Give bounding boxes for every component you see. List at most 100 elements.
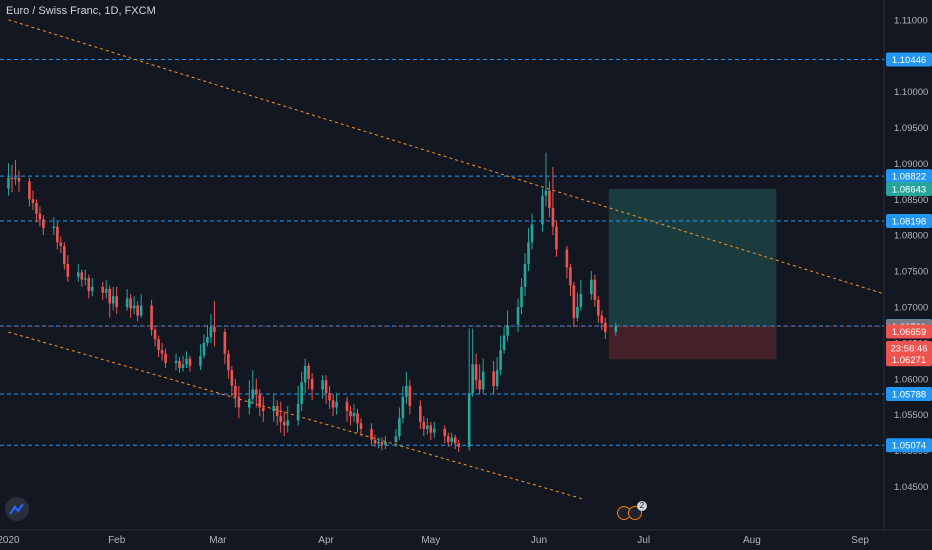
x-tick-label: Mar — [209, 535, 227, 546]
candle-body — [14, 177, 17, 180]
price-label-bg — [886, 181, 932, 196]
candle-body — [7, 177, 10, 189]
candle-body — [52, 226, 56, 228]
y-tick-label: 1.10000 — [894, 87, 928, 98]
candle-body — [457, 443, 461, 447]
candle-body — [261, 407, 265, 412]
candle-body — [572, 285, 576, 318]
level-price-label: 1.08198 — [892, 216, 926, 227]
candle-body — [450, 437, 454, 442]
candle-body — [359, 423, 363, 430]
candle-body — [272, 406, 276, 412]
price-label-bg — [886, 340, 932, 355]
candle-body — [502, 335, 506, 351]
candle-body — [258, 394, 262, 408]
candle-body — [565, 249, 569, 268]
level-price-label-bg — [886, 438, 932, 453]
candle-body — [185, 358, 188, 365]
candle-body — [429, 425, 433, 433]
tradingview-logo-icon[interactable] — [5, 497, 29, 521]
profit-zone — [608, 188, 777, 327]
candle-body — [551, 207, 555, 227]
candle-body — [398, 418, 401, 437]
candle-body — [321, 380, 324, 390]
x-tick-label: Feb — [108, 535, 126, 546]
candle-body — [548, 190, 551, 208]
candle-body — [275, 406, 279, 417]
candle-body — [59, 242, 63, 246]
candle-body — [206, 337, 209, 343]
candle-body — [153, 329, 157, 340]
candle-body — [370, 429, 373, 440]
candle-body — [279, 416, 283, 422]
candle-body — [446, 436, 450, 442]
price-label: 1.06271 — [892, 355, 926, 366]
y-tick-label: 1.11000 — [894, 15, 928, 26]
candle-body — [115, 296, 118, 307]
candle-body — [254, 389, 258, 395]
candle-body — [87, 278, 91, 292]
candle-body — [474, 364, 478, 381]
price-axis — [884, 0, 932, 550]
level-price-label: 1.05074 — [892, 441, 926, 452]
level-price-label-bg — [886, 52, 932, 67]
candle-body — [251, 389, 255, 399]
y-tick-label: 1.04500 — [894, 482, 928, 493]
candle-body — [28, 181, 31, 200]
candle-body — [230, 370, 234, 386]
loss-zone — [608, 326, 777, 360]
candle-body — [237, 396, 241, 408]
x-tick-label: Aug — [743, 535, 761, 546]
trend-line — [8, 19, 885, 295]
candle-body — [42, 219, 45, 228]
event-count-badge: 2 — [637, 501, 647, 511]
candle-body — [188, 358, 192, 366]
candle-body — [38, 213, 42, 220]
candle-body — [199, 355, 202, 366]
candle-body — [174, 360, 178, 363]
candle-body — [111, 296, 115, 304]
candle-body — [286, 420, 289, 426]
candle-body — [377, 441, 380, 444]
x-tick-label: 2020 — [0, 535, 20, 546]
candle-body — [352, 413, 356, 417]
level-price-label: 1.08822 — [892, 172, 926, 183]
level-price-label: 1.10446 — [892, 55, 926, 66]
candle-body — [426, 425, 429, 430]
candle-body — [331, 400, 335, 408]
candle-body — [150, 305, 153, 330]
x-tick-label: Apr — [318, 535, 334, 546]
y-tick-label: 1.08000 — [894, 231, 928, 242]
candle-body — [328, 393, 331, 401]
candle-body — [349, 411, 352, 417]
candle-body — [139, 305, 143, 316]
candle-body — [234, 385, 237, 397]
price-label: 23:56:46 — [891, 343, 928, 354]
candle-body — [80, 272, 84, 280]
candle-body — [401, 396, 405, 419]
candle-body — [310, 378, 314, 390]
x-tick-label: May — [421, 535, 440, 546]
candle-body — [125, 298, 129, 307]
level-price-label-bg — [886, 213, 932, 228]
candle-body — [384, 441, 387, 445]
candle-body — [380, 441, 384, 445]
candle-body — [63, 245, 66, 264]
candle-body — [296, 403, 300, 421]
candle-body — [523, 263, 527, 287]
candle-body — [136, 305, 139, 316]
candle-body — [520, 286, 523, 307]
chart-title: Euro / Swiss Franc, 1D, FXCM — [6, 5, 156, 17]
candle-body — [223, 332, 227, 354]
candle-body — [300, 382, 303, 404]
x-tick-label: Jul — [637, 535, 650, 546]
price-label: 1.08643 — [892, 184, 926, 195]
candle-body — [453, 437, 457, 444]
candle-body — [576, 306, 579, 318]
candle-body — [324, 380, 328, 394]
candle-body — [77, 272, 80, 277]
y-tick-label: 1.09500 — [894, 123, 928, 134]
candle-body — [132, 305, 136, 309]
candle-body — [506, 324, 509, 336]
